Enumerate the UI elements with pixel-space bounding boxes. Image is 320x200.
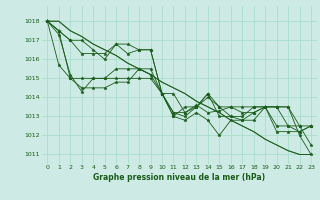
X-axis label: Graphe pression niveau de la mer (hPa): Graphe pression niveau de la mer (hPa) [93, 173, 265, 182]
